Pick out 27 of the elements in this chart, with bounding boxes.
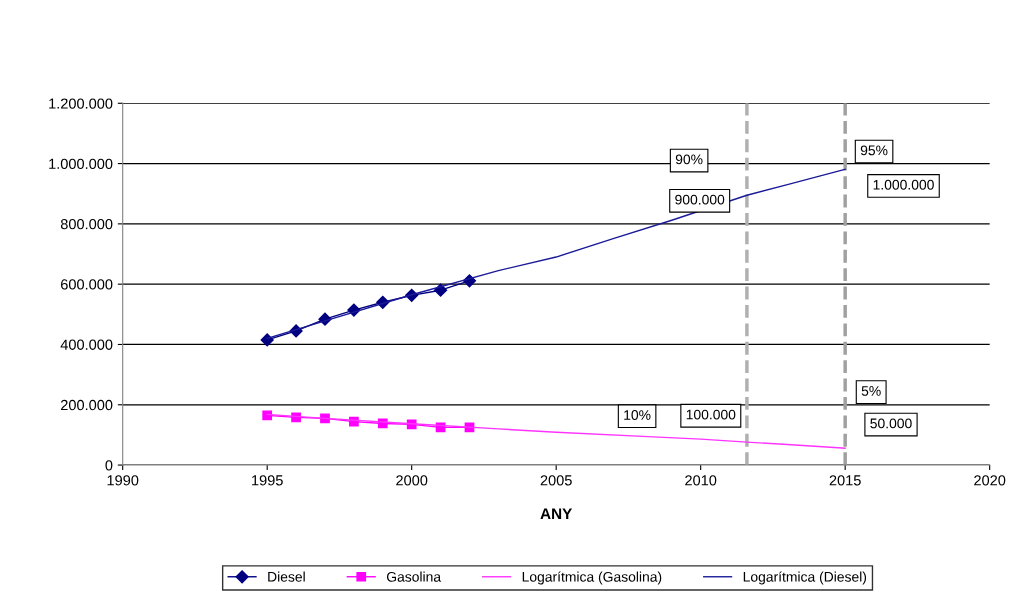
annotation: 95% (860, 145, 888, 156)
x-tick-label: 2015 (829, 475, 861, 486)
legend-label: Gasolina (386, 571, 442, 582)
legend-label: Diesel (268, 571, 305, 582)
y-tick-label: 400.000 (60, 339, 113, 350)
legend-label: Logarítmica (Diesel) (743, 571, 867, 585)
y-tick-label: 800.000 (60, 218, 113, 230)
y-tick-label: 600.000 (61, 279, 113, 290)
x-tick-label: 2005 (540, 475, 572, 486)
x-tick-label: 1990 (107, 475, 139, 486)
annotation: 10% (624, 410, 651, 420)
x-tick-label: 1995 (252, 475, 283, 486)
y-tick-label: 200.000 (61, 399, 113, 411)
x-axis-title: ANY (540, 508, 573, 519)
annotation: 5% (861, 386, 881, 396)
annotation: 90% (675, 154, 703, 165)
x-tick-label: 2000 (396, 475, 428, 486)
annotation: 1.000.000 (873, 179, 934, 190)
y-tick-label: 0 (105, 460, 113, 471)
y-tick-label: 1.000.000 (49, 158, 113, 170)
x-tick-label: 2020 (974, 475, 1006, 486)
annotation: 900.000 (675, 194, 725, 205)
legend-label: Logarítmica (Gasolina) (522, 571, 662, 585)
x-tick-label: 2010 (685, 475, 717, 486)
annotation: 50.000 (870, 418, 912, 429)
annotation: 100.000 (686, 409, 736, 420)
y-tick-label: 1.200.000 (49, 98, 113, 109)
